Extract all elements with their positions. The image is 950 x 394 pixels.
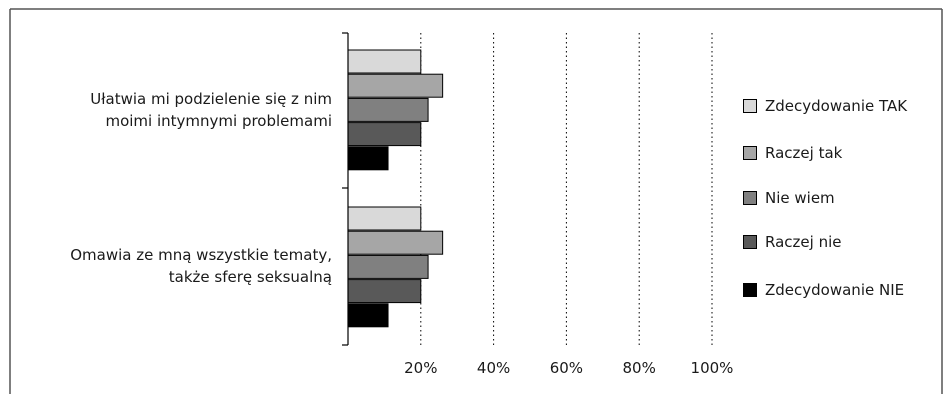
legend-swatch [743,191,757,205]
x-tick-label: 60% [550,359,583,377]
bar [347,254,429,279]
x-tick-label: 40% [477,359,510,377]
legend-item: Raczej nie [743,232,841,252]
labels-layer: 20% 40% 60% 80% 100% Ułatwia mi podzielenie s… [70,90,733,377]
legend-item: Nie wiem [743,188,835,208]
bar [347,49,422,74]
x-tick-label: 100% [691,359,734,377]
legend-label: Raczej tak [765,144,843,162]
category-label: Ułatwia mi podzielenie się z nim [90,90,332,108]
axis-layer [342,32,349,346]
legend-label: Zdecydowanie NIE [765,281,905,299]
bar [347,97,429,122]
bars-layer [347,49,444,328]
x-tick-label: 80% [623,359,656,377]
bar [347,206,422,231]
category-label: Omawia ze mną wszystkie tematy, [70,246,332,264]
legend-label: Nie wiem [765,189,835,207]
legend-label: Raczej nie [765,233,842,251]
category-label: także sferę seksualną [169,268,332,286]
legend-swatch [743,235,757,249]
legend-item: Zdecydowanie NIE [743,280,904,300]
bar [347,73,444,98]
bar [347,279,422,304]
grid-layer [420,33,713,345]
bar [347,230,444,255]
bar [347,122,422,147]
legend-label: Zdecydowanie TAK [765,97,908,115]
legend-swatch [743,146,757,160]
x-tick-label: 20% [404,359,437,377]
legend-swatch [743,99,757,113]
bar [347,146,389,171]
legend-item: Zdecydowanie TAK [743,96,907,116]
category-label: moimi intymnymi problemami [105,112,332,130]
legend-item: Raczej tak [743,143,842,163]
bar [347,303,389,328]
legend-swatch [743,283,757,297]
